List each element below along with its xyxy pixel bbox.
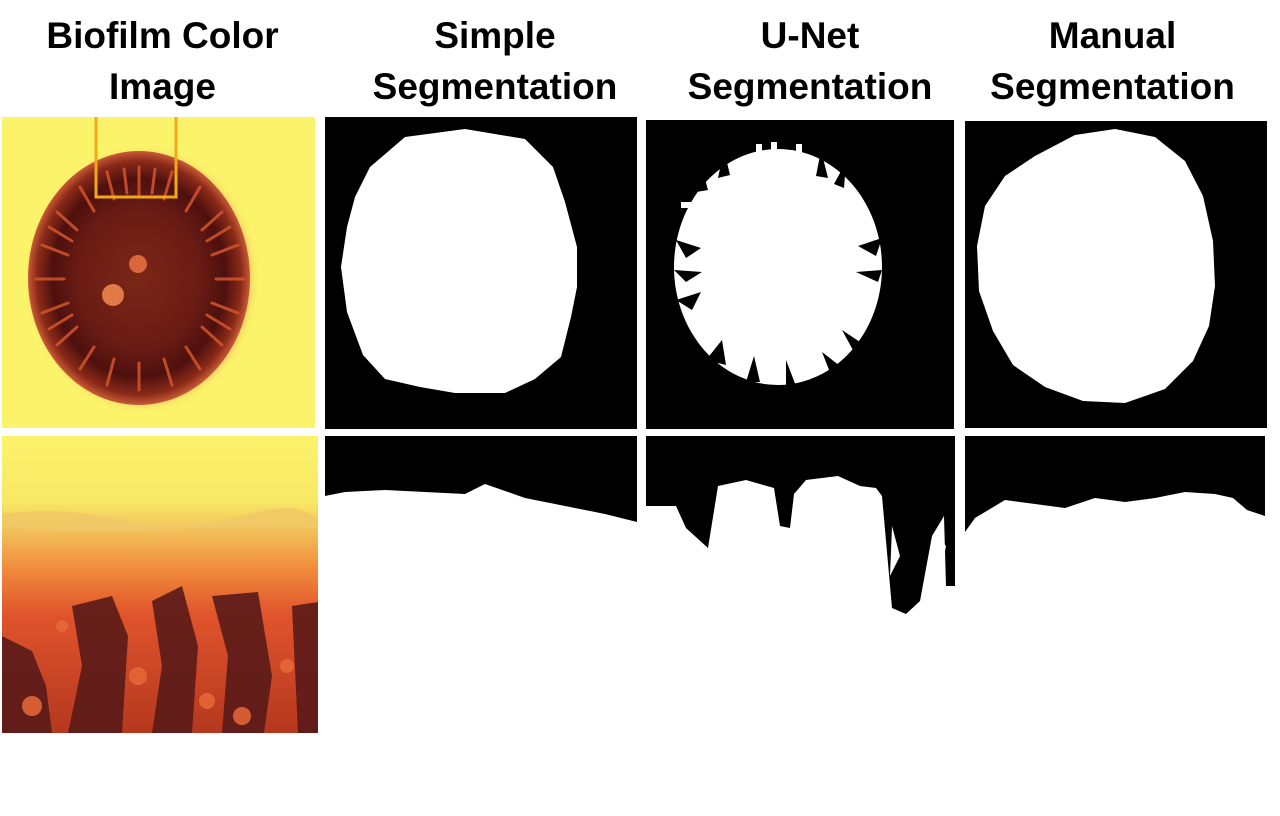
column-title-simple-line2: Segmentation [372, 66, 618, 107]
column-title-manual-line1: Manual [1048, 15, 1177, 56]
column-title-simple-line1: Simple [434, 15, 556, 56]
unet-segmentation-zoom [646, 436, 955, 626]
column-title-manual-line2: Segmentation [990, 66, 1235, 107]
column-title-unet-line2: Segmentation [687, 66, 933, 107]
manual-segmentation-mask [965, 121, 1267, 428]
column-title-simple: Simple Segmentation [340, 10, 650, 112]
column-title-color-line1: Biofilm Color [46, 15, 279, 56]
column-title-unet-line1: U-Net [760, 15, 860, 56]
simple-segmentation-zoom [325, 436, 637, 626]
column-title-unet: U-Net Segmentation [655, 10, 965, 112]
manual-segmentation-zoom [965, 436, 1267, 626]
zoom-region-box [94, 117, 178, 199]
biofilm-color-image [2, 117, 315, 428]
column-title-color: Biofilm Color Image [10, 10, 315, 112]
biofilm-zoom-image [2, 436, 318, 733]
unet-segmentation-mask [646, 120, 954, 429]
simple-segmentation-mask [325, 117, 637, 429]
column-title-manual: Manual Segmentation [960, 10, 1265, 112]
column-title-color-line2: Image [109, 66, 216, 107]
